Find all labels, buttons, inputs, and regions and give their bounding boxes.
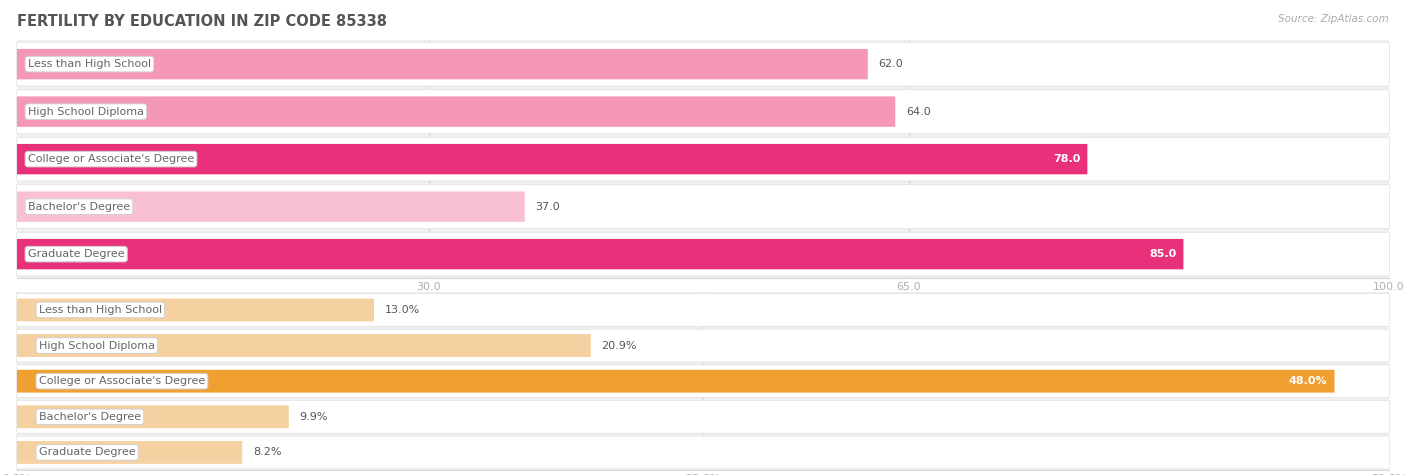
Text: Less than High School: Less than High School [39, 305, 162, 315]
FancyBboxPatch shape [17, 96, 896, 127]
FancyBboxPatch shape [17, 406, 288, 428]
Text: 85.0: 85.0 [1149, 249, 1177, 259]
FancyBboxPatch shape [17, 299, 374, 322]
FancyBboxPatch shape [17, 294, 1389, 326]
Text: Source: ZipAtlas.com: Source: ZipAtlas.com [1278, 14, 1389, 24]
Text: 9.9%: 9.9% [299, 412, 328, 422]
FancyBboxPatch shape [17, 144, 1087, 174]
FancyBboxPatch shape [17, 49, 868, 79]
FancyBboxPatch shape [17, 137, 1389, 181]
Text: High School Diploma: High School Diploma [39, 341, 155, 351]
Text: 62.0: 62.0 [879, 59, 904, 69]
Text: College or Associate's Degree: College or Associate's Degree [39, 376, 205, 386]
FancyBboxPatch shape [17, 436, 1389, 469]
Text: Bachelor's Degree: Bachelor's Degree [28, 201, 129, 212]
FancyBboxPatch shape [17, 90, 1389, 133]
FancyBboxPatch shape [17, 370, 1334, 392]
Text: High School Diploma: High School Diploma [28, 106, 143, 117]
FancyBboxPatch shape [17, 191, 524, 222]
FancyBboxPatch shape [17, 400, 1389, 433]
FancyBboxPatch shape [17, 232, 1389, 276]
FancyBboxPatch shape [17, 42, 1389, 86]
Text: FERTILITY BY EDUCATION IN ZIP CODE 85338: FERTILITY BY EDUCATION IN ZIP CODE 85338 [17, 14, 387, 29]
Text: 48.0%: 48.0% [1289, 376, 1327, 386]
Text: 37.0: 37.0 [536, 201, 561, 212]
Text: Less than High School: Less than High School [28, 59, 150, 69]
Text: 78.0: 78.0 [1053, 154, 1080, 164]
FancyBboxPatch shape [17, 239, 1184, 269]
Text: Graduate Degree: Graduate Degree [39, 447, 135, 457]
FancyBboxPatch shape [17, 185, 1389, 228]
Text: 20.9%: 20.9% [602, 341, 637, 351]
Text: 13.0%: 13.0% [385, 305, 420, 315]
FancyBboxPatch shape [17, 365, 1389, 398]
Text: 64.0: 64.0 [905, 106, 931, 117]
Text: Graduate Degree: Graduate Degree [28, 249, 125, 259]
Text: 8.2%: 8.2% [253, 447, 281, 457]
FancyBboxPatch shape [17, 334, 591, 357]
Text: Bachelor's Degree: Bachelor's Degree [39, 412, 141, 422]
FancyBboxPatch shape [17, 329, 1389, 362]
Text: College or Associate's Degree: College or Associate's Degree [28, 154, 194, 164]
FancyBboxPatch shape [17, 441, 242, 464]
